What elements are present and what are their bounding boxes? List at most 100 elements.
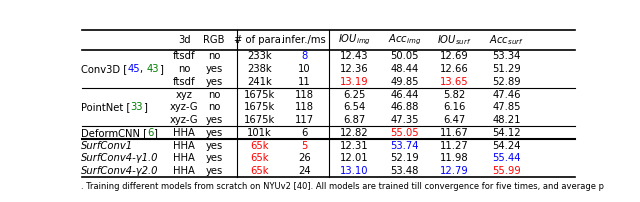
Text: 12.31: 12.31: [340, 141, 369, 150]
Text: 45: 45: [127, 64, 140, 74]
Text: 47.46: 47.46: [492, 89, 521, 100]
Text: 12.01: 12.01: [340, 153, 369, 163]
Text: xyz: xyz: [176, 89, 193, 100]
Text: 6.16: 6.16: [443, 102, 465, 112]
Text: xyz-G: xyz-G: [170, 115, 198, 125]
Text: 53.74: 53.74: [390, 141, 419, 150]
Text: 12.66: 12.66: [440, 64, 468, 74]
Text: $IOU_{img}$: $IOU_{img}$: [338, 33, 371, 47]
Text: yes: yes: [205, 77, 223, 87]
Text: HHA: HHA: [173, 128, 195, 138]
Text: ]: ]: [159, 64, 163, 74]
Text: 52.89: 52.89: [492, 77, 521, 87]
Text: . Training different models from scratch on NYUv2 [40]. All models are trained t: . Training different models from scratch…: [81, 182, 604, 190]
Text: no: no: [208, 89, 220, 100]
Text: 118: 118: [294, 102, 314, 112]
Text: 51.29: 51.29: [492, 64, 521, 74]
Text: $Acc_{img}$: $Acc_{img}$: [388, 33, 421, 47]
Text: 33: 33: [131, 102, 143, 112]
Text: no: no: [208, 102, 220, 112]
Text: yes: yes: [205, 166, 223, 176]
Text: PointNet [: PointNet [: [81, 102, 131, 112]
Text: 50.05: 50.05: [390, 51, 419, 61]
Text: 54.24: 54.24: [492, 141, 521, 150]
Text: yes: yes: [205, 64, 223, 74]
Text: Conv3D [: Conv3D [: [81, 64, 127, 74]
Text: no: no: [208, 51, 220, 61]
Text: DeformCNN [: DeformCNN [: [81, 128, 147, 138]
Text: 238k: 238k: [247, 64, 272, 74]
Text: SurfConv4-γ1.0: SurfConv4-γ1.0: [81, 153, 159, 163]
Text: SurfConv1: SurfConv1: [81, 141, 133, 150]
Text: 55.05: 55.05: [390, 128, 419, 138]
Text: 11.27: 11.27: [440, 141, 468, 150]
Text: 65k: 65k: [250, 153, 269, 163]
Text: 1675k: 1675k: [244, 89, 275, 100]
Text: 12.69: 12.69: [440, 51, 468, 61]
Text: 6.87: 6.87: [343, 115, 365, 125]
Text: 6.47: 6.47: [443, 115, 465, 125]
Text: 24: 24: [298, 166, 310, 176]
Text: HHA: HHA: [173, 153, 195, 163]
Text: 13.10: 13.10: [340, 166, 369, 176]
Text: 55.99: 55.99: [492, 166, 521, 176]
Text: 47.85: 47.85: [492, 102, 521, 112]
Text: yes: yes: [205, 115, 223, 125]
Text: 118: 118: [294, 89, 314, 100]
Text: ftsdf: ftsdf: [173, 51, 195, 61]
Text: 6.54: 6.54: [343, 102, 365, 112]
Text: 12.82: 12.82: [340, 128, 369, 138]
Text: ftsdf: ftsdf: [173, 77, 195, 87]
Text: 54.12: 54.12: [492, 128, 521, 138]
Text: 53.34: 53.34: [492, 51, 521, 61]
Text: 12.36: 12.36: [340, 64, 369, 74]
Text: infer./ms: infer./ms: [282, 35, 326, 45]
Text: 6.25: 6.25: [343, 89, 365, 100]
Text: # of para.: # of para.: [234, 35, 285, 45]
Text: 6: 6: [301, 128, 307, 138]
Text: 1675k: 1675k: [244, 102, 275, 112]
Text: yes: yes: [205, 141, 223, 150]
Text: 47.35: 47.35: [390, 115, 419, 125]
Text: xyz-G: xyz-G: [170, 102, 198, 112]
Text: no: no: [178, 64, 190, 74]
Text: 5.82: 5.82: [443, 89, 465, 100]
Text: 46.88: 46.88: [390, 102, 419, 112]
Text: 11.98: 11.98: [440, 153, 468, 163]
Text: 65k: 65k: [250, 141, 269, 150]
Text: 46.44: 46.44: [390, 89, 419, 100]
Text: 26: 26: [298, 153, 310, 163]
Text: 1675k: 1675k: [244, 115, 275, 125]
Text: yes: yes: [205, 128, 223, 138]
Text: 5: 5: [301, 141, 307, 150]
Text: 65k: 65k: [250, 166, 269, 176]
Text: 12.43: 12.43: [340, 51, 369, 61]
Text: 241k: 241k: [247, 77, 272, 87]
Text: $IOU_{surf}$: $IOU_{surf}$: [436, 33, 471, 47]
Text: 233k: 233k: [247, 51, 272, 61]
Text: 43: 43: [146, 64, 159, 74]
Text: 8: 8: [301, 51, 307, 61]
Text: 49.85: 49.85: [390, 77, 419, 87]
Text: 48.21: 48.21: [492, 115, 521, 125]
Text: $Acc_{surf}$: $Acc_{surf}$: [489, 33, 524, 47]
Text: HHA: HHA: [173, 166, 195, 176]
Text: 53.48: 53.48: [390, 166, 419, 176]
Text: 55.44: 55.44: [492, 153, 521, 163]
Text: SurfConv4-γ2.0: SurfConv4-γ2.0: [81, 166, 159, 176]
Text: 13.65: 13.65: [440, 77, 468, 87]
Text: yes: yes: [205, 153, 223, 163]
Text: ]: ]: [143, 102, 147, 112]
Text: 117: 117: [294, 115, 314, 125]
Text: ]: ]: [154, 128, 157, 138]
Text: RGB: RGB: [203, 35, 225, 45]
Text: 6: 6: [147, 128, 154, 138]
Text: HHA: HHA: [173, 141, 195, 150]
Text: 13.19: 13.19: [340, 77, 369, 87]
Text: 12.79: 12.79: [440, 166, 468, 176]
Text: 10: 10: [298, 64, 310, 74]
Text: 11.67: 11.67: [440, 128, 468, 138]
Text: 48.44: 48.44: [390, 64, 419, 74]
Text: 101k: 101k: [247, 128, 272, 138]
Text: ,: ,: [140, 64, 146, 74]
